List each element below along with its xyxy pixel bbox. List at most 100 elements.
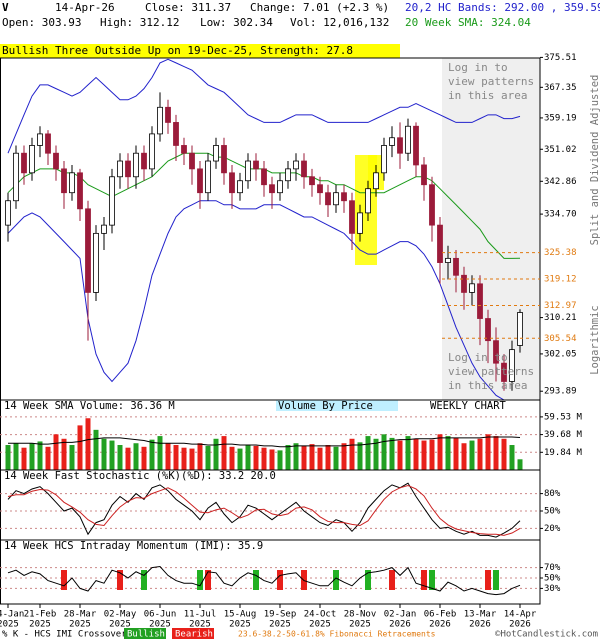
indicator-line [7,484,521,536]
x-tick-label: 06-Feb [424,610,457,620]
y-tick-label: 19.84 M [544,448,583,458]
volume-bar [37,441,43,470]
volume-bar [413,438,419,470]
candle-body [453,257,459,276]
volume-sma [8,436,521,448]
panel-title: 14 Week HCS Intraday Momentum (IMI): 35.… [4,540,263,552]
candle-body [213,145,219,162]
volume-bar [325,445,331,470]
volume-bar [125,447,131,470]
y-tick-label: 293.89 [544,387,577,397]
volume-bar [293,443,299,470]
volume-bar [69,445,75,470]
y-tick-label: 59.53 M [544,412,583,422]
login-note: Log in to [448,61,508,74]
volume-bar [189,448,195,470]
candle-body [269,184,275,194]
volume-bar [445,436,451,470]
candle-body [429,184,435,226]
volume-bar [5,445,11,470]
y-tick-label: 80% [544,489,561,499]
candle-body [37,133,43,146]
open: Open: 303.93 [2,16,81,29]
bands: 20,2 HC Bands: 292.00 , 359.59 [405,1,600,14]
candle-body [349,200,355,234]
footer-bearish: Bearish [175,630,213,640]
fib-label: 305.54 [544,334,577,344]
x-year-label: 2025 [149,620,171,630]
volume-bar [485,434,491,470]
volume-bar [213,438,219,470]
volume-bar [197,443,203,470]
volume-bar [373,438,379,470]
candle-body [501,362,507,382]
x-tick-label: 28-Nov [344,610,377,620]
candle-body [381,145,387,174]
candle-body [221,145,227,174]
y-tick-label: 20% [544,524,561,534]
candle-body [285,168,291,182]
x-tick-label: 14-Apr [504,610,537,620]
candle-body [517,312,523,346]
x-tick-label: 06-Jun [144,610,177,620]
login-note: Log in to [448,351,508,364]
volume-bar [333,446,339,470]
candle-body [485,318,491,342]
x-tick-label: 13-Mar [464,610,497,620]
copyright: ©HotCandlestick.com [495,630,598,640]
bearish-key [172,628,214,639]
y-tick-label: 70% [544,563,561,573]
x-year-label: 2026 [429,620,451,630]
candle-body [365,188,371,214]
candle-body [341,192,347,202]
x-tick-label: 19-Sep [264,610,297,620]
volume-bar [13,443,19,470]
x-year-label: 2025 [349,620,371,630]
volume: Vol: 12,016,132 [290,16,389,29]
x-tick-label: 11-Jul [184,610,217,620]
date: 14-Apr-26 [55,1,115,14]
close: Close: 311.37 [145,1,231,14]
indicator-line [7,566,521,596]
volume-bar [469,440,475,470]
candle-body [469,283,475,293]
volume-bar [493,436,499,470]
indicator-line [7,482,521,538]
candle-body [125,160,131,178]
volume-bar [245,445,251,470]
volume-bar [309,444,315,470]
candle-body [165,106,171,123]
x-year-label: 2026 [469,620,491,630]
volume-bar [301,445,307,470]
candle-body [133,152,139,178]
volume-bar [205,445,211,470]
y-tick-label: 39.68 M [544,430,583,440]
volume-bar [341,443,347,470]
login-note: in this area [448,89,527,102]
volume-bar [29,443,35,470]
candle-body [325,192,331,206]
bearish-crossover [117,570,123,590]
candle-body [461,274,467,293]
candle-body [437,224,443,263]
x-year-label: 2025 [189,620,211,630]
candle-body [197,168,203,194]
candle-body [85,208,91,293]
volume-bar [349,438,355,470]
candle-body [301,160,307,178]
candle-body [261,168,267,186]
candle-body [45,133,51,154]
candle-body [277,180,283,194]
candle-body [405,125,411,154]
candle-body [389,137,395,146]
candle-body [493,340,499,364]
y-tick-label: 351.02 [544,145,577,155]
symbol: V [2,1,9,14]
bearish-crossover [205,570,211,590]
volume-bar [421,440,427,470]
y-tick-label: 302.05 [544,349,577,359]
candle-body [77,172,83,210]
sma: 20 Week SMA: 324.04 [405,16,531,29]
candle-body [21,152,27,174]
volume-bar [53,434,59,470]
